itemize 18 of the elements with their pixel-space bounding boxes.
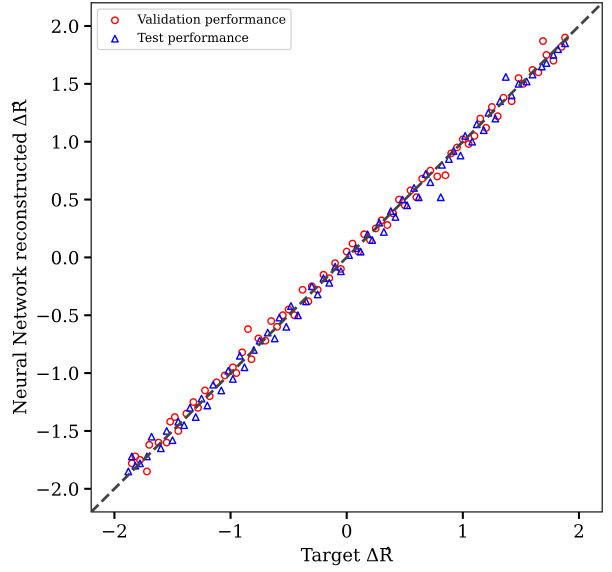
y-tick-label: −0.5	[37, 308, 78, 322]
y-tick-label: 0.5	[52, 193, 78, 207]
x-tick-label: −1	[219, 524, 242, 538]
x-tick-label: 2	[574, 524, 583, 538]
x-axis-title: Target ΔR̂	[300, 546, 394, 566]
x-tick-label: 0	[342, 524, 352, 538]
x-tick-label: −2	[103, 524, 126, 538]
y-axis-title: Neural Network reconstructed ΔR̂	[12, 99, 26, 414]
y-tick-label: 0.0	[52, 250, 78, 265]
legend-label: Validation performance	[137, 14, 286, 26]
y-tick-label: −2.0	[37, 482, 78, 496]
y-tick-label: 1.5	[52, 77, 78, 91]
x-tick-label: 1	[459, 524, 466, 538]
legend-label: Test performance	[138, 32, 248, 45]
y-tick-label: −1.0	[37, 366, 78, 380]
y-tick-label: −1.5	[37, 424, 78, 438]
y-tick-label: 1.0	[52, 135, 78, 149]
y-tick-label: 2.0	[52, 19, 78, 34]
